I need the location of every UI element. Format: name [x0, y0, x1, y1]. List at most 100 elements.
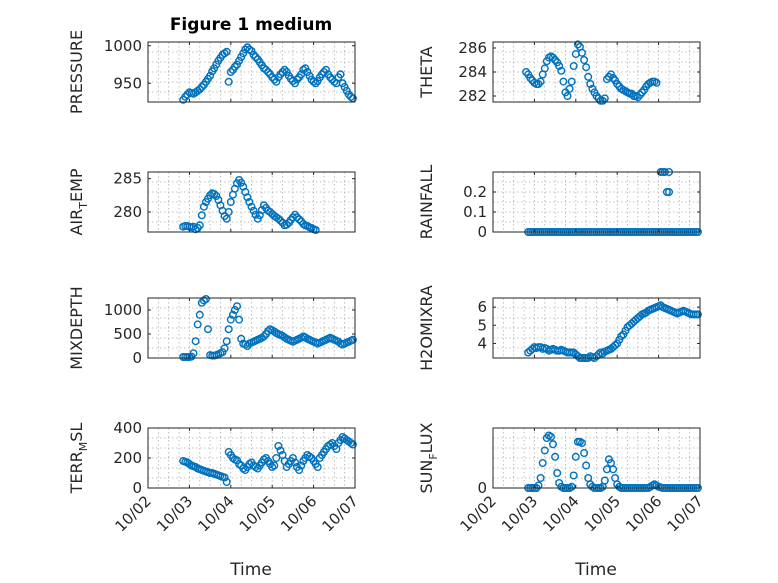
- y-tick-label: 0: [132, 349, 142, 367]
- y-tick-label: 400: [113, 419, 142, 437]
- data-point: [195, 310, 204, 319]
- data-point: [693, 310, 702, 319]
- data-point: [293, 75, 302, 84]
- data-point: [586, 79, 595, 88]
- data-point: [262, 65, 271, 74]
- data-point: [282, 220, 291, 229]
- axes-frame: [492, 171, 701, 233]
- x-tick-label: 10/03: [498, 492, 541, 535]
- data-point: [559, 77, 568, 86]
- y-tick-label: 285: [113, 170, 142, 188]
- data-point: [578, 48, 587, 57]
- x-tick-label: 10/03: [153, 492, 196, 535]
- y-axis-label: TERRMSL: [67, 423, 90, 495]
- data-point: [604, 72, 613, 81]
- x-tick-label: 10/02: [112, 492, 155, 535]
- y-tick-label: 1000: [104, 37, 142, 55]
- data-point: [226, 67, 235, 76]
- y-tick-label: 284: [458, 63, 487, 81]
- data-point: [555, 62, 564, 71]
- data-point: [206, 71, 215, 80]
- data-point: [288, 76, 297, 85]
- y-axis-label: SUNFLUX: [417, 422, 440, 493]
- data-point: [311, 225, 320, 234]
- data-point: [237, 178, 246, 187]
- data-point: [305, 452, 314, 461]
- series-h2omixra: [524, 301, 702, 363]
- data-point: [270, 461, 279, 470]
- subplot-theta: 282 284 286 THETA: [417, 39, 701, 105]
- data-point: [189, 349, 198, 358]
- data-point: [346, 92, 355, 101]
- data-point: [582, 63, 591, 72]
- data-point: [522, 67, 531, 76]
- y-axis-label-subscript: T: [77, 202, 90, 210]
- subplot-pressure: 950 1000 PRESSURE: [67, 30, 357, 114]
- y-tick-label: 950: [113, 74, 142, 92]
- data-point: [276, 216, 285, 225]
- data-point: [319, 67, 328, 76]
- data-point: [569, 62, 578, 71]
- data-point: [295, 215, 304, 224]
- y-axis-label: RAINFALL: [417, 165, 436, 240]
- y-tick-label: 0.2: [463, 183, 487, 201]
- data-point: [346, 439, 355, 448]
- data-point: [313, 463, 322, 472]
- data-point: [222, 478, 231, 487]
- data-point: [536, 474, 545, 483]
- x-axis-label-left: Time: [229, 560, 272, 580]
- data-point: [549, 440, 558, 449]
- data-point: [326, 440, 335, 449]
- series-air_temp: [179, 175, 320, 234]
- data-point: [551, 452, 560, 461]
- data-point: [540, 64, 549, 73]
- data-point: [534, 79, 543, 88]
- data-point: [247, 202, 256, 211]
- data-point: [259, 332, 268, 341]
- data-point: [617, 332, 626, 341]
- data-point: [228, 310, 237, 319]
- data-point: [226, 315, 235, 324]
- data-point: [633, 93, 642, 102]
- data-point: [348, 440, 357, 449]
- data-point: [297, 461, 306, 470]
- data-point: [249, 206, 258, 215]
- x-tick-label: 10/06: [622, 492, 665, 535]
- data-point: [203, 325, 212, 334]
- data-point: [549, 53, 558, 62]
- y-axis-label-subscript: M: [77, 442, 90, 452]
- data-point: [569, 471, 578, 480]
- data-point: [251, 53, 260, 62]
- y-axis-label: MIXDEPTH: [67, 286, 86, 369]
- data-point: [348, 335, 357, 344]
- y-axis-label: H2OMIXRA: [417, 285, 436, 371]
- y-tick-label: 6: [477, 298, 487, 316]
- data-point: [553, 469, 562, 478]
- data-point: [266, 207, 275, 216]
- y-axis-label-subscript: F: [427, 453, 440, 459]
- data-point: [197, 82, 206, 91]
- data-point: [567, 482, 576, 491]
- data-point: [295, 466, 304, 475]
- data-point: [611, 341, 620, 350]
- x-tick-label: 10/05: [581, 492, 624, 535]
- data-point: [195, 85, 204, 94]
- data-point: [638, 88, 647, 97]
- y-axis-label-main: TERR: [67, 451, 86, 494]
- data-point: [547, 432, 556, 441]
- data-point: [195, 221, 204, 230]
- data-point: [609, 465, 618, 474]
- data-point: [270, 75, 279, 84]
- data-point: [193, 320, 202, 329]
- series-mixdepth: [179, 295, 357, 362]
- subplot-rainfall: 0 0.1 0.2 RAINFALL: [417, 165, 702, 241]
- grid-lines: [148, 172, 355, 232]
- y-tick-label: 280: [113, 203, 142, 221]
- subplot-h2omixra: 456 H2OMIXRA: [417, 285, 702, 371]
- data-point: [291, 79, 300, 88]
- data-point: [551, 56, 560, 65]
- y-axis-label-main: AIR: [67, 209, 86, 236]
- data-point: [536, 77, 545, 86]
